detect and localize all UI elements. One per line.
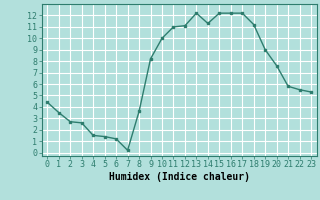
- X-axis label: Humidex (Indice chaleur): Humidex (Indice chaleur): [109, 172, 250, 182]
